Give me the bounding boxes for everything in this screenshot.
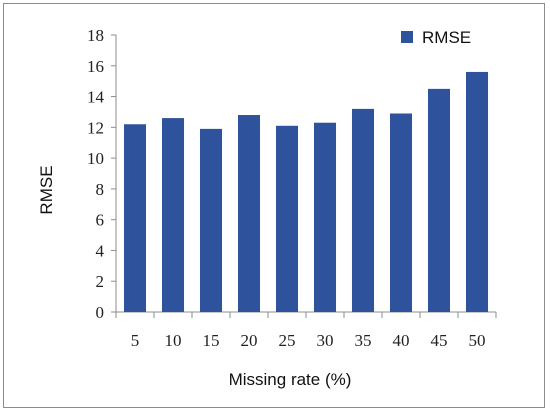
x-tick-label: 50 (469, 331, 486, 350)
bar-25 (275, 125, 299, 313)
x-tick-label: 35 (355, 331, 372, 350)
y-tick-label: 2 (96, 272, 105, 291)
y-axis: 0 2 4 6 8 10 12 14 16 18 (87, 26, 117, 322)
bar-20 (237, 115, 261, 313)
legend-swatch (401, 31, 413, 43)
legend: RMSE (401, 28, 471, 47)
bar-45 (427, 88, 451, 312)
bar-10 (161, 118, 185, 312)
x-tick-label: 40 (393, 331, 410, 350)
bars (123, 71, 489, 313)
bar-5 (123, 124, 147, 312)
bar-30 (313, 122, 337, 312)
y-tick-label: 6 (96, 211, 105, 230)
chart-frame (3, 3, 545, 408)
x-axis-title: Missing rate (%) (229, 370, 352, 389)
x-tick-label: 10 (165, 331, 182, 350)
x-tick-label: 30 (317, 331, 334, 350)
x-tick-label: 5 (131, 331, 140, 350)
x-tick-label: 20 (241, 331, 258, 350)
legend-label: RMSE (422, 28, 471, 47)
y-tick-label: 0 (96, 303, 105, 322)
bar-40 (389, 113, 413, 312)
y-tick-label: 18 (87, 26, 104, 45)
y-tick-label: 4 (96, 241, 105, 260)
y-tick-label: 10 (87, 149, 104, 168)
x-axis: 5 10 15 20 25 30 35 40 45 50 (115, 311, 497, 350)
bar-15 (199, 128, 223, 312)
bar-35 (351, 108, 375, 312)
bar-50 (465, 71, 489, 312)
x-tick-label: 45 (431, 331, 448, 350)
y-tick-label: 12 (87, 118, 104, 137)
x-tick-label: 25 (279, 331, 296, 350)
y-tick-label: 8 (96, 180, 105, 199)
x-tick-label: 15 (203, 331, 220, 350)
y-tick-label: 14 (87, 88, 105, 107)
y-tick-label: 16 (87, 57, 104, 76)
y-axis-title: RMSE (37, 165, 56, 214)
